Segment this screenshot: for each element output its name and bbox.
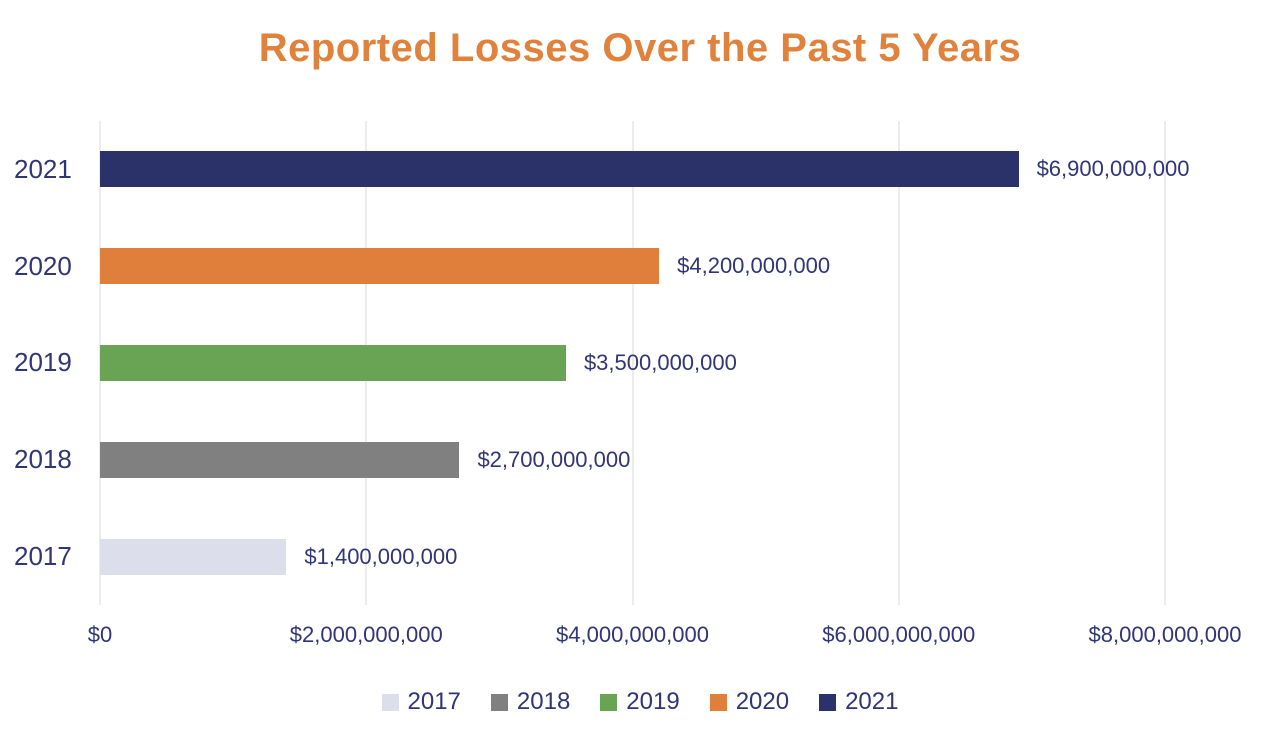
legend-item-2018: 2018	[490, 688, 571, 716]
plot-area: $6,900,000,000 $4,200,000,000 $3,500,000,0…	[99, 121, 1190, 605]
bar-2020	[100, 248, 660, 285]
bar-value-label: $1,400,000,000	[304, 543, 458, 569]
bar-value-label: $3,500,000,000	[583, 349, 737, 375]
bar-2017	[100, 538, 287, 575]
legend-swatch-icon	[490, 693, 508, 711]
legend-label: 2019	[626, 688, 680, 715]
legend-label: 2021	[845, 688, 899, 715]
x-axis-tick-label: $2,000,000,000	[289, 622, 443, 647]
gridline	[632, 121, 633, 605]
x-axis-tick-label: $4,000,000,000	[556, 622, 709, 647]
chart-title: Reported Losses Over the Past 5 Years	[258, 26, 1022, 70]
bar-2019	[100, 344, 566, 381]
y-axis-category-label: 2019	[14, 347, 72, 378]
bar-row: $2,700,000,000	[100, 411, 1165, 508]
legend-label: 2020	[735, 688, 790, 715]
legend-item-2020: 2020	[709, 688, 790, 716]
bar-row: $4,200,000,000	[100, 218, 1165, 315]
y-axis-category-label: 2017	[14, 541, 72, 572]
bar-value-label: $6,900,000,000	[1036, 156, 1190, 182]
y-axis-category-label: 2021	[14, 153, 72, 184]
legend-swatch-icon	[381, 693, 399, 711]
legend-swatch-icon	[819, 693, 837, 711]
gridline	[898, 121, 900, 605]
legend-item-2019: 2019	[600, 688, 680, 716]
legend-swatch-icon	[709, 693, 727, 711]
x-axis-tick-label: $6,000,000,000	[822, 622, 976, 647]
legend-item-2017: 2017	[381, 688, 461, 716]
y-axis-category-label: 2018	[14, 444, 72, 475]
y-axis: 2021 2020 2019 2018 2017	[0, 121, 100, 605]
x-axis-tick-label: $8,000,000,000	[1088, 622, 1242, 647]
legend: 2017 2018 2019 2020 2021	[0, 688, 1280, 716]
x-axis-tick-label: $0	[87, 622, 113, 647]
legend-swatch-icon	[600, 693, 618, 711]
bar-value-label: $4,200,000,000	[677, 253, 831, 279]
bar-2021	[100, 151, 1019, 188]
y-axis-category-label: 2020	[14, 250, 72, 281]
gridline	[1164, 121, 1166, 605]
bar-2018	[100, 441, 460, 478]
legend-label: 2018	[516, 688, 571, 715]
legend-item-2021: 2021	[819, 688, 898, 716]
bar-row: $6,900,000,000	[100, 121, 1190, 218]
legend-label: 2017	[407, 688, 461, 715]
x-axis: $0 $2,000,000,000 $4,000,000,000 $6,000,000…	[88, 622, 1242, 656]
bar-row: $3,500,000,000	[100, 315, 1165, 412]
bar-row: $1,400,000,000	[100, 508, 1165, 605]
bar-value-label: $2,700,000,000	[477, 446, 631, 472]
